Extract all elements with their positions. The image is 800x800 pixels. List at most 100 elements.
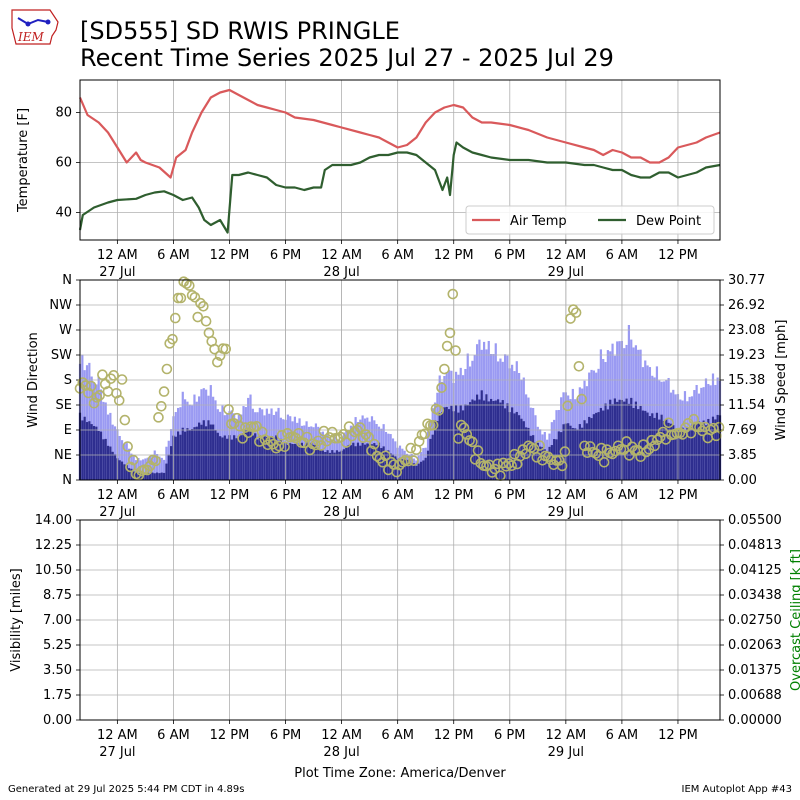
y-axis-label: Temperature [F]	[16, 108, 31, 213]
sustained-bar	[438, 413, 441, 480]
legend-label: Dew Point	[636, 214, 701, 229]
direction-point	[598, 457, 610, 468]
direction-tick-label: S	[64, 373, 72, 388]
direction-point	[352, 425, 363, 436]
y-tick-label: 80	[55, 106, 72, 121]
sustained-bar	[223, 435, 226, 480]
sustained-bar	[602, 410, 605, 480]
series-line-air-temp	[78, 88, 721, 179]
sustained-bar	[368, 443, 371, 480]
x-tick-label: 12 PM	[658, 728, 698, 743]
sustained-bar	[158, 473, 161, 480]
sustained-bar	[109, 446, 112, 480]
sustained-bar	[405, 459, 409, 480]
sustained-bar	[277, 440, 280, 480]
direction-point	[640, 446, 652, 458]
x-tick-label: 6 AM	[606, 728, 639, 743]
logo-text: IEM	[17, 30, 45, 44]
sustained-bar	[95, 426, 98, 480]
gust-bar	[97, 376, 100, 480]
sustained-bar	[667, 422, 670, 480]
direction-point	[155, 400, 167, 412]
direction-point	[573, 360, 585, 372]
sustained-bar	[270, 435, 273, 480]
sustained-bar	[433, 420, 437, 480]
x-tick-label: 12 PM	[210, 488, 250, 503]
direction-point	[654, 431, 666, 443]
sustained-bar	[693, 424, 696, 480]
sustained-bar	[102, 439, 105, 480]
direction-point	[391, 466, 403, 478]
sustained-bar	[148, 473, 152, 480]
sustained-bar	[382, 446, 385, 480]
gust-bar	[627, 325, 631, 480]
sustained-bar	[482, 400, 486, 480]
direction-point	[357, 432, 369, 443]
x-tick-label: 6 PM	[270, 488, 301, 503]
sustained-bar	[611, 404, 614, 480]
direction-point	[408, 455, 419, 466]
speed-tick-label: 26.92	[728, 298, 765, 313]
sustained-bar	[303, 445, 306, 480]
sustained-bar	[307, 445, 311, 480]
speed-tick-label: 15.38	[728, 373, 765, 388]
direction-point	[559, 446, 571, 457]
sustained-bar	[335, 450, 339, 480]
sustained-bar	[644, 410, 647, 480]
direction-point	[534, 440, 545, 451]
direction-point	[467, 436, 478, 448]
sustained-bar	[672, 425, 675, 480]
x-tick-label: 12 PM	[210, 728, 250, 743]
direction-point	[212, 356, 223, 368]
y2-tick-label: 0.02750	[728, 613, 782, 628]
y2-axis-label: Overcast Ceiling [k ft]	[789, 549, 800, 691]
direction-point	[200, 315, 212, 327]
direction-point	[542, 451, 554, 463]
sustained-bar	[205, 426, 208, 480]
sustained-bar	[489, 398, 493, 480]
sustained-bar	[578, 424, 581, 480]
sustained-bar	[345, 447, 348, 480]
direction-point	[175, 292, 187, 304]
sustained-bar	[272, 437, 275, 480]
sustained-bar	[412, 463, 416, 480]
gust-bar	[160, 457, 163, 480]
sustained-bar	[447, 409, 451, 480]
direction-point	[125, 461, 136, 473]
sustained-bar	[546, 451, 549, 480]
direction-point	[556, 460, 568, 472]
x-tick-sublabel: 29 Jul	[548, 745, 584, 760]
sustained-bar	[312, 444, 315, 480]
direction-point	[340, 437, 352, 448]
direction-point	[105, 373, 117, 384]
sustained-bar	[702, 420, 705, 480]
sustained-bar	[417, 463, 420, 480]
sustained-bar	[704, 425, 708, 480]
sustained-bar	[571, 428, 574, 480]
direction-point	[242, 427, 254, 439]
direction-point	[119, 414, 131, 426]
direction-point	[111, 387, 122, 399]
gust-bar	[120, 440, 124, 480]
x-tick-label: 6 PM	[494, 248, 525, 263]
gust-bar	[165, 446, 168, 480]
sustained-bar	[410, 462, 413, 480]
gust-bar	[127, 448, 131, 480]
x-tick-label: 12 PM	[658, 248, 698, 263]
speed-tick-label: 0.00	[728, 473, 757, 488]
sustained-bar	[153, 473, 156, 480]
speed-tick-label: 7.69	[728, 423, 757, 438]
sustained-bar	[291, 444, 294, 480]
x-tick-label: 6 AM	[606, 248, 639, 263]
generated-note: Generated at 29 Jul 2025 5:44 PM CDT in …	[8, 784, 245, 795]
x-tick-label: 12 AM	[545, 488, 586, 503]
direction-point	[169, 312, 181, 324]
sustained-bar	[436, 421, 439, 480]
sustained-bar	[240, 435, 243, 480]
sustained-bar	[520, 418, 523, 480]
direction-point	[436, 382, 447, 393]
direction-point	[433, 405, 445, 416]
direction-tick-label: E	[64, 423, 72, 438]
y-tick-label: 8.75	[43, 588, 72, 603]
x-tick-sublabel: 27 Jul	[99, 265, 135, 280]
